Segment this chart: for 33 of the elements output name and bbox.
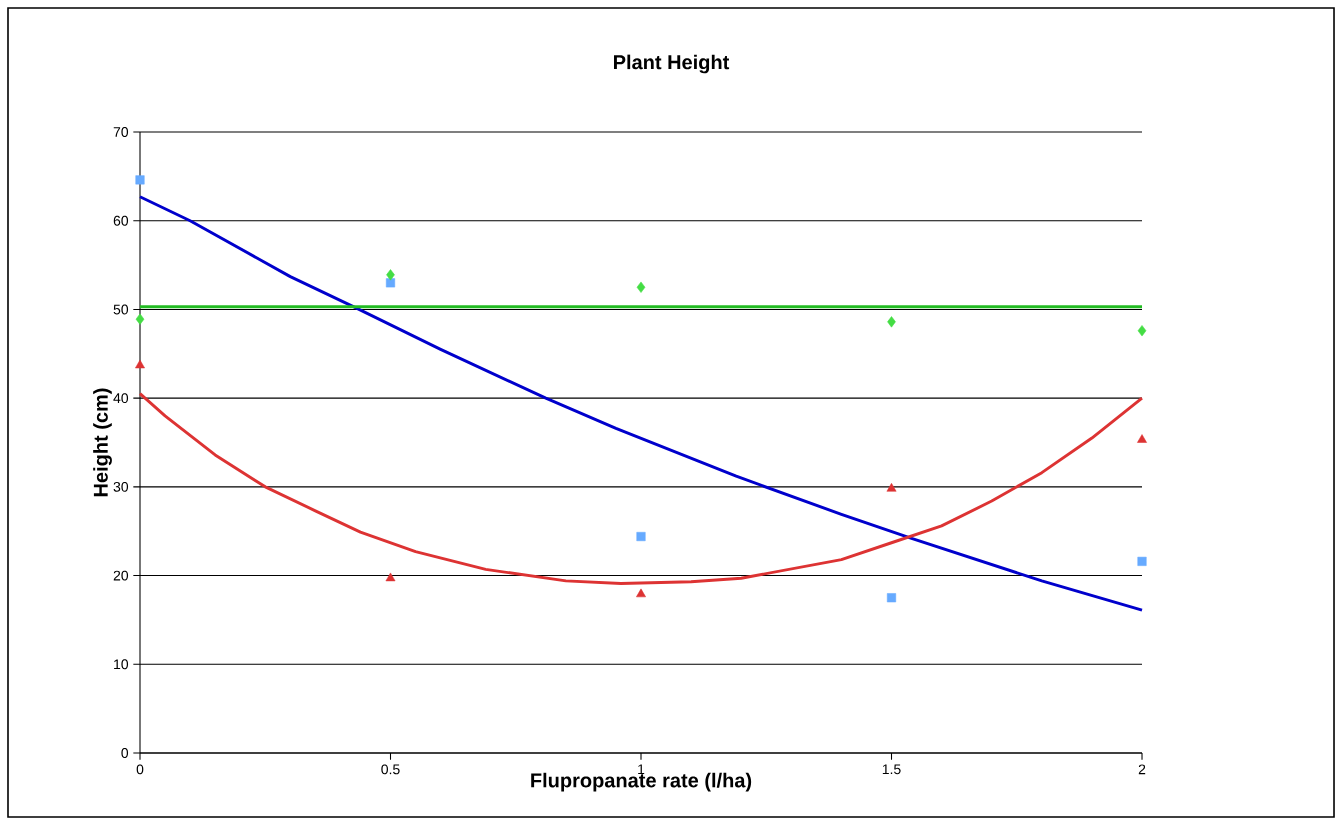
y-tick-label: 10 xyxy=(114,659,129,670)
point xyxy=(886,593,897,603)
point xyxy=(385,278,396,288)
point xyxy=(886,483,897,492)
x-tick-label: 1.5 xyxy=(882,764,901,775)
point xyxy=(1137,325,1147,337)
point xyxy=(887,316,896,328)
x-tick-label: 2 xyxy=(1138,764,1146,775)
y-tick-label: 20 xyxy=(113,570,129,581)
point xyxy=(135,313,145,325)
point xyxy=(135,175,145,185)
chart-title: Plant Height xyxy=(614,54,730,74)
y-axis-title: Height (cm) xyxy=(93,388,112,497)
y-tick-label: 40 xyxy=(113,393,129,404)
y-tick-label: 50 xyxy=(113,304,129,315)
point xyxy=(1137,434,1147,443)
y-tick-label: 70 xyxy=(113,127,129,137)
point xyxy=(636,588,646,598)
y-tick-label: 0 xyxy=(121,748,129,758)
x-tick-label: 1 xyxy=(638,764,645,775)
point xyxy=(386,269,395,281)
point xyxy=(636,281,646,293)
x-tick-label: 0 xyxy=(136,764,144,775)
point xyxy=(1137,556,1147,566)
x-tick-label: 0.5 xyxy=(381,764,400,775)
point xyxy=(636,532,646,542)
line-series xyxy=(138,392,1144,586)
line-series xyxy=(138,195,1144,612)
y-tick-label: 30 xyxy=(113,481,129,492)
y-tick-label: 60 xyxy=(113,215,129,226)
point xyxy=(135,359,145,369)
x-axis-title: Flupropanate rate (l/ha) xyxy=(531,772,752,792)
point xyxy=(385,572,396,582)
